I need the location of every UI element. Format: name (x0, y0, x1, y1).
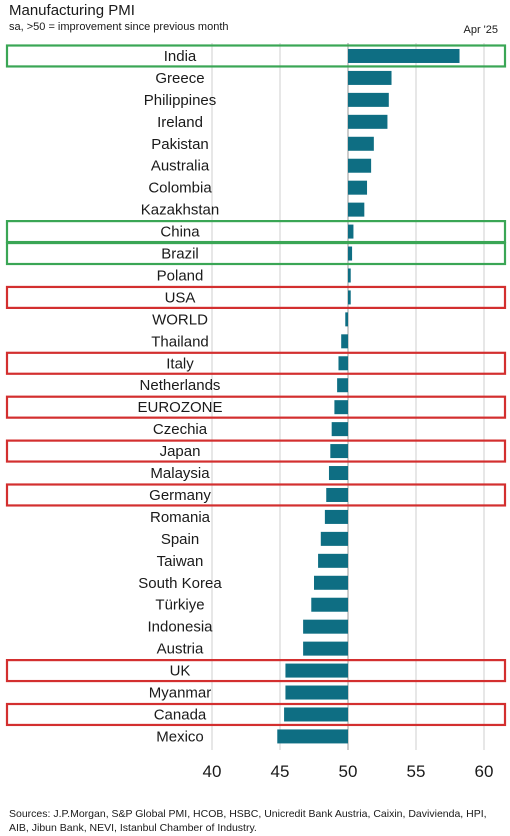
category-label-taiwan: Taiwan (157, 553, 204, 570)
pmi-bar-chart: 40 45 50 55 60 India Greece Philippines Ireland P… (5, 43, 507, 781)
category-label-greece: Greece (155, 70, 204, 87)
bar-poland (348, 268, 351, 283)
bar-thailand (341, 334, 348, 349)
bar-canada (284, 707, 348, 722)
x-tick-label-50: 50 (339, 762, 358, 781)
bar-australia (348, 158, 372, 173)
category-label-myanmar: Myanmar (149, 685, 212, 702)
chart-period: Apr '25 (463, 24, 498, 36)
category-label-australia: Australia (151, 158, 210, 175)
chart-subtitle: sa, >50 = improvement since previous mon… (9, 21, 229, 33)
category-label-italy: Italy (166, 355, 194, 372)
bar-czechia (331, 422, 348, 437)
bar-spain (320, 531, 348, 546)
category-label-austria: Austria (157, 641, 204, 658)
category-label-indonesia: Indonesia (147, 619, 213, 636)
category-label-mexico: Mexico (156, 728, 204, 745)
bar-indonesia (303, 619, 348, 634)
bar-italy (338, 356, 348, 371)
category-label-world: WORLD (152, 311, 208, 328)
category-label-spain: Spain (161, 531, 199, 548)
bar-china (348, 224, 354, 239)
bar-kazakhstan (348, 202, 365, 217)
x-tick-label-40: 40 (203, 762, 222, 781)
bar-myanmar (285, 685, 348, 700)
x-tick-label-60: 60 (475, 762, 494, 781)
bar-ireland (348, 114, 388, 129)
highlight-box-usa (5, 285, 507, 310)
bar-mexico (277, 729, 348, 744)
bar-brazil (348, 246, 353, 261)
bar-colombia (348, 180, 368, 195)
bar-t-rkiye (311, 597, 348, 612)
bar-philippines (348, 92, 389, 107)
category-label-netherlands: Netherlands (140, 377, 221, 394)
category-label-kazakhstan: Kazakhstan (141, 202, 219, 219)
bar-world (345, 312, 348, 327)
category-label-colombia: Colombia (148, 180, 212, 197)
highlight-box-canada (5, 702, 507, 727)
highlight-box-germany (5, 483, 507, 507)
category-label-china: China (160, 224, 200, 241)
highlight-box-brazil (5, 241, 507, 266)
bar-germany (326, 487, 348, 502)
x-tick-label-45: 45 (271, 762, 290, 781)
category-label-malaysia: Malaysia (150, 465, 210, 482)
category-label-uk: UK (170, 663, 191, 680)
bar-usa (348, 290, 351, 305)
bar-netherlands (337, 378, 348, 393)
bar-eurozone (334, 400, 348, 415)
category-label-t-rkiye: Türkiye (155, 597, 204, 614)
category-label-czechia: Czechia (153, 421, 208, 438)
highlight-box-china (5, 220, 507, 244)
category-label-brazil: Brazil (161, 246, 199, 263)
highlight-box-japan (5, 439, 507, 463)
bar-south-korea (314, 575, 348, 590)
highlight-box-india (5, 44, 507, 68)
source-note: Sources: J.P.Morgan, S&P Global PMI, HCO… (9, 808, 487, 834)
bar-greece (348, 70, 392, 85)
bar-japan (330, 444, 348, 459)
category-label-romania: Romania (150, 509, 211, 526)
highlight-box-eurozone (5, 395, 507, 419)
category-label-pakistan: Pakistan (151, 136, 209, 153)
category-label-philippines: Philippines (144, 92, 217, 109)
highlight-box-uk (5, 658, 507, 683)
bar-romania (324, 509, 348, 524)
bar-taiwan (318, 553, 348, 568)
bar-malaysia (328, 466, 348, 481)
category-label-eurozone: EUROZONE (137, 399, 222, 416)
bar-austria (303, 641, 348, 656)
category-label-japan: Japan (160, 443, 201, 460)
bar-pakistan (348, 136, 374, 151)
chart-title: Manufacturing PMI (9, 2, 135, 19)
x-tick-label-55: 55 (407, 762, 426, 781)
bar-uk (285, 663, 348, 678)
category-label-usa: USA (165, 289, 196, 306)
category-label-india: India (164, 48, 197, 65)
category-label-ireland: Ireland (157, 114, 203, 131)
category-label-canada: Canada (154, 706, 207, 723)
highlight-box-italy (5, 351, 507, 375)
bar-india (348, 48, 460, 63)
category-label-poland: Poland (157, 267, 204, 284)
category-label-south-korea: South Korea (138, 575, 222, 592)
category-label-germany: Germany (149, 487, 211, 504)
category-label-thailand: Thailand (151, 333, 209, 350)
